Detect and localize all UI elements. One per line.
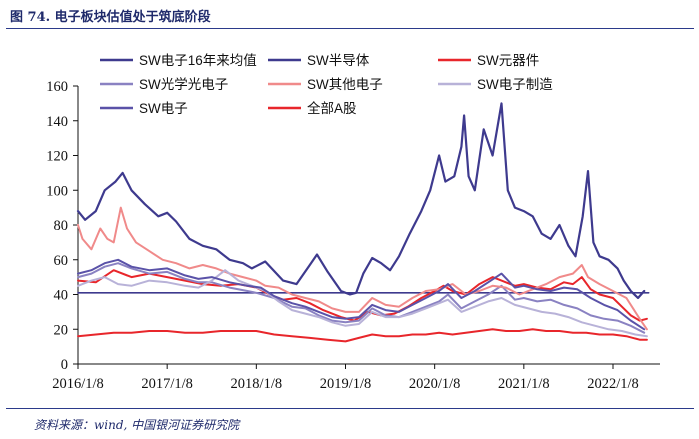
y-tick-label: 120 <box>46 149 68 165</box>
y-tick-label: 80 <box>54 218 69 234</box>
legend-label: SW电子制造 <box>477 77 553 92</box>
series-group <box>76 102 650 343</box>
y-ticks: 0 20 40 60 80 100 120 140 160 <box>46 79 78 373</box>
y-tick-label: 40 <box>54 288 69 304</box>
x-tick-label: 2017/1/8 <box>141 376 193 392</box>
series-line <box>77 206 648 331</box>
chart-title: 图 74. 电子板块估值处于筑底阶段 <box>10 10 211 25</box>
legend-label: SW光学光电子 <box>139 77 228 92</box>
legend-label: SW电子 <box>139 101 188 116</box>
y-tick-label: 20 <box>54 322 69 338</box>
legend-label: SW半导体 <box>307 53 370 68</box>
x-tick-label: 2019/1/8 <box>320 376 372 392</box>
legend-label: SW其他电子 <box>307 77 383 92</box>
source-note: 资料来源：wind, 中国银河证券研究院 <box>34 418 240 432</box>
series-line <box>77 262 646 334</box>
y-tick-label: 100 <box>46 183 68 199</box>
x-tick-label: 2022/1/8 <box>587 376 639 392</box>
y-tick-label: 60 <box>54 253 69 269</box>
legend-label: SW元器件 <box>477 53 539 68</box>
series-line <box>77 258 646 331</box>
y-tick-label: 0 <box>61 357 68 373</box>
legend: SW电子16年来均值 SW半导体 SW元器件 SW光学光电子 SW其他电子 SW电子制造 S… <box>100 53 553 116</box>
y-tick-label: 160 <box>46 79 68 95</box>
x-tick-label: 2021/1/8 <box>498 376 550 392</box>
x-ticks: 2016/1/8 2017/1/8 2018/1/8 2019/1/8 2020/1/8… <box>52 364 639 392</box>
series-line <box>76 102 646 300</box>
series-line <box>77 328 648 343</box>
x-tick-label: 2018/1/8 <box>231 376 283 392</box>
legend-label: 全部A股 <box>307 100 357 116</box>
axes-group <box>77 86 660 365</box>
title-divider <box>6 28 694 29</box>
footer-divider <box>6 408 694 409</box>
legend-label: SW电子16年来均值 <box>139 53 257 68</box>
series-line <box>77 269 648 338</box>
y-tick-label: 140 <box>46 114 68 130</box>
x-tick-label: 2016/1/8 <box>52 376 104 392</box>
x-tick-label: 2020/1/8 <box>409 376 461 392</box>
